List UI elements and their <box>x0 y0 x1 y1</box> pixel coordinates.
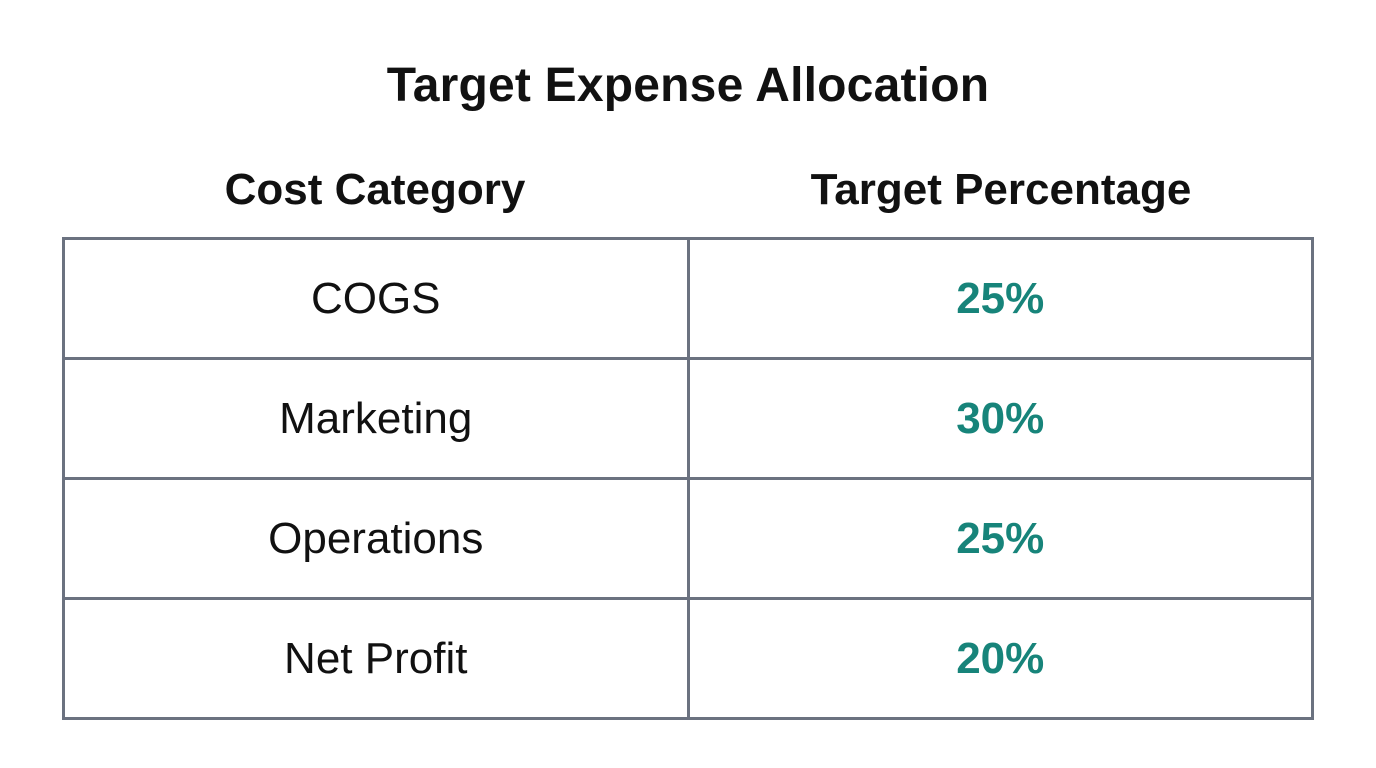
category-cell: Operations <box>62 477 690 600</box>
percentage-cell: 30% <box>686 357 1314 480</box>
page-title: Target Expense Allocation <box>386 59 990 112</box>
table-header: Cost Category Target Percentage <box>62 165 1314 215</box>
table-row: Net Profit 20% <box>62 597 1314 720</box>
header-cost-category: Cost Category <box>224 165 526 214</box>
allocation-table: COGS 25% Marketing 30% Operations 25% Ne… <box>62 237 1314 720</box>
header-target-percentage: Target Percentage <box>810 165 1192 214</box>
category-cell: COGS <box>62 237 690 360</box>
table-row: COGS 25% <box>62 237 1314 360</box>
category-cell: Marketing <box>62 357 690 480</box>
category-cell: Net Profit <box>62 597 690 720</box>
table-row: Operations 25% <box>62 477 1314 600</box>
table-row: Marketing 30% <box>62 357 1314 480</box>
percentage-cell: 20% <box>686 597 1314 720</box>
percentage-cell: 25% <box>686 237 1314 360</box>
percentage-cell: 25% <box>686 477 1314 600</box>
